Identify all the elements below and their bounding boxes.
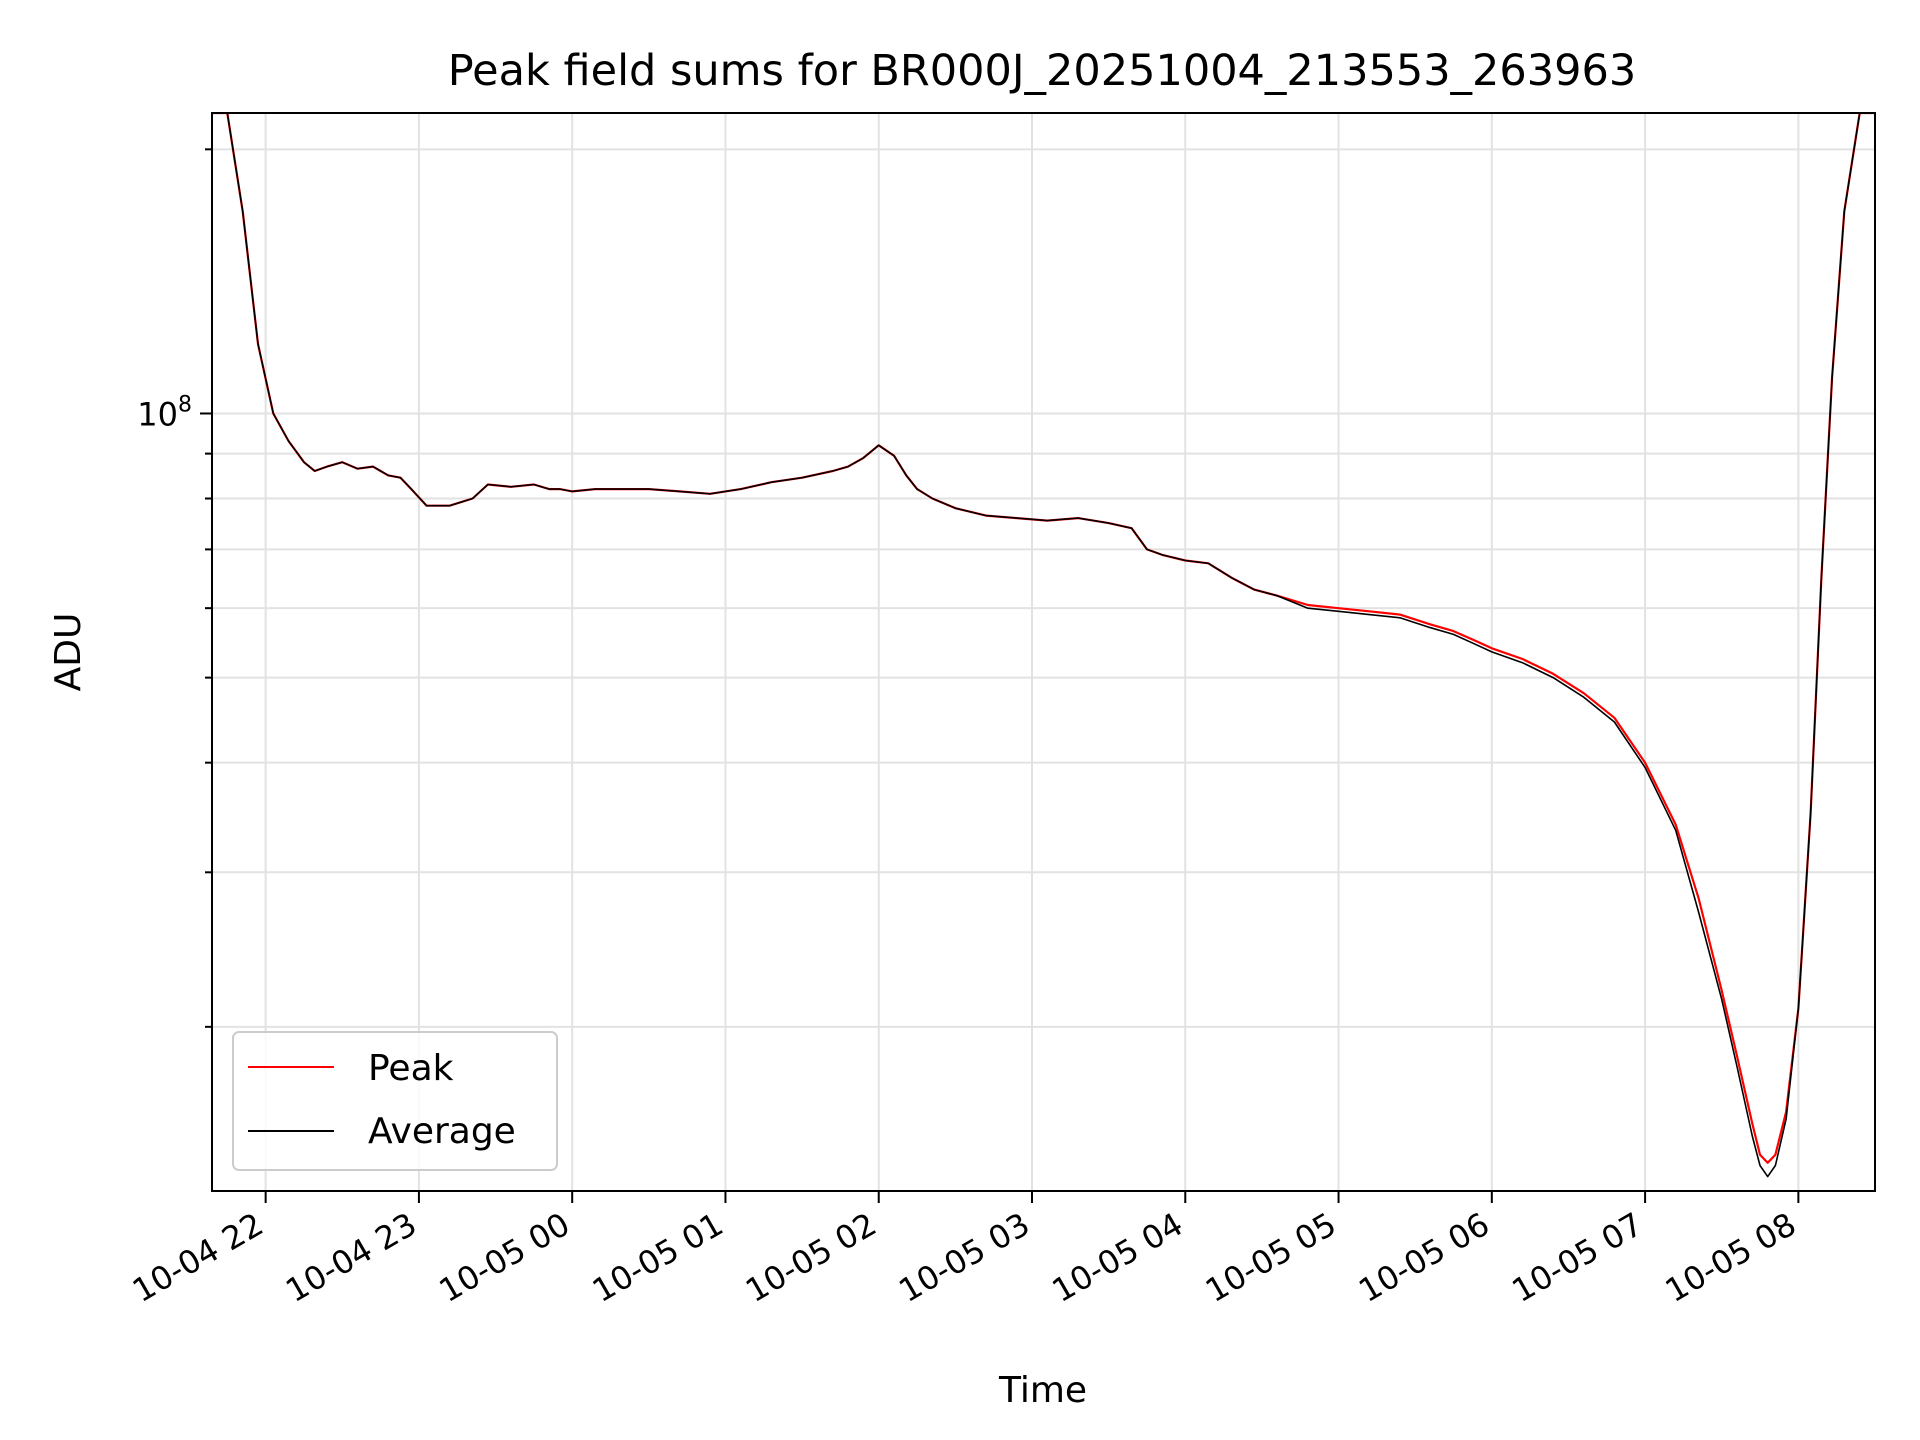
y-axis-label: ADU bbox=[48, 613, 89, 692]
plot-series bbox=[212, 113, 1875, 1178]
chart-title: Peak field sums for BR000J_20251004_2135… bbox=[448, 46, 1636, 96]
legend-label-peak: Peak bbox=[368, 1048, 454, 1089]
plot-frame bbox=[211, 112, 1876, 1192]
y-axis-ticks: 108 bbox=[137, 148, 212, 1028]
series-line-average bbox=[212, 113, 1875, 1178]
legend: Peak Average bbox=[232, 1031, 558, 1171]
x-axis-label: Time bbox=[998, 1370, 1087, 1411]
y-tick-label: 108 bbox=[137, 392, 192, 433]
legend-label-average: Average bbox=[368, 1111, 516, 1152]
